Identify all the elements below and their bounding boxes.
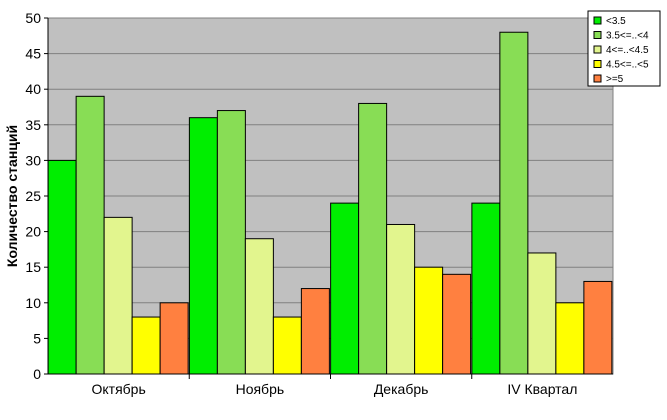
- y-tick-label: 35: [25, 117, 41, 133]
- bar: [47, 159, 77, 375]
- y-tick-label: 45: [25, 46, 41, 62]
- bar: [159, 302, 189, 375]
- legend-swatch: [593, 16, 602, 25]
- x-tick-label: Декабрь: [374, 381, 429, 397]
- bar: [386, 223, 416, 375]
- bar: [188, 117, 218, 375]
- y-tick-label: 10: [25, 295, 41, 311]
- legend-swatch: [593, 31, 602, 39]
- bar: [583, 280, 613, 375]
- y-tick-label: 30: [25, 152, 41, 168]
- bar: [555, 302, 585, 375]
- bar: [471, 202, 501, 375]
- y-tick-label: 0: [33, 366, 41, 382]
- x-tick-labels: Октябрь Ноябрь Декабрь IV Квартал: [91, 374, 577, 397]
- bar: [527, 252, 557, 375]
- legend-label: >=5: [606, 74, 624, 85]
- legend-items: <3.5 3.5<=..<4 4<=..<4.5 4.5<=..<5 >=5: [593, 16, 649, 85]
- legend-label: <3.5: [606, 16, 626, 27]
- y-tick-label: 20: [25, 224, 41, 240]
- bar: [75, 95, 105, 375]
- y-tick-label: 25: [25, 188, 41, 204]
- bar: [216, 110, 246, 375]
- bar: [244, 238, 274, 375]
- legend: <3.5 3.5<=..<4 4<=..<4.5 4.5<=..<5 >=5: [587, 10, 661, 87]
- bar: [272, 316, 302, 375]
- bar: [499, 31, 529, 375]
- y-tick-labels: 0 5 10 15 20 25 30 35 40 45 50: [25, 10, 48, 382]
- legend-swatch: [593, 45, 602, 54]
- legend-label: 4<=..<4.5: [606, 45, 649, 56]
- x-tick-label: Октябрь: [91, 381, 145, 397]
- y-tick-label: 15: [25, 259, 41, 275]
- bar: [300, 288, 330, 375]
- y-tick-label: 50: [25, 10, 41, 26]
- bar: [414, 266, 444, 375]
- bar: [131, 316, 161, 375]
- x-tick-label: IV Квартал: [507, 381, 577, 397]
- legend-label: 3.5<=..<4: [606, 31, 649, 42]
- bar: [442, 273, 472, 375]
- bars: [47, 31, 613, 375]
- legend-label: 4.5<=..<5: [606, 60, 649, 71]
- y-tick-label: 5: [33, 330, 41, 346]
- bar: [330, 202, 360, 375]
- bar: [358, 102, 388, 375]
- legend-swatch: [593, 60, 602, 68]
- x-tick-label: Ноябрь: [236, 381, 285, 397]
- legend-swatch: [593, 74, 602, 83]
- y-axis-label: Количество станций: [4, 125, 20, 267]
- bar: [103, 216, 133, 375]
- y-tick-label: 40: [25, 81, 41, 97]
